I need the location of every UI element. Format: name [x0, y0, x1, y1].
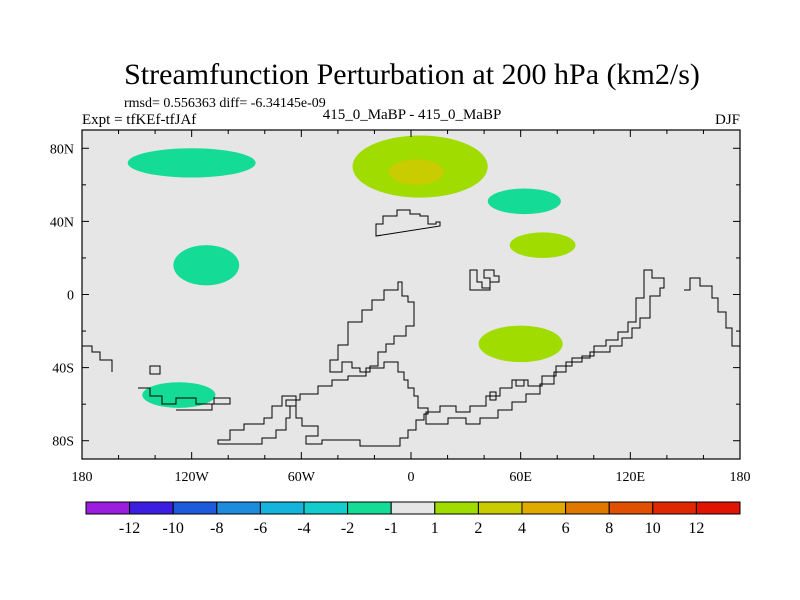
colorbar-label: 10 [645, 520, 661, 537]
colorbar-label: 12 [688, 520, 704, 537]
y-tick-label: 40N [50, 215, 74, 230]
x-tick-label: 60E [509, 470, 532, 485]
season-label: DJF [715, 112, 740, 128]
colorbar-label: -4 [297, 520, 310, 537]
coastline-west-edge [82, 345, 113, 372]
colorbar-label: -8 [210, 520, 223, 537]
contour-region-6 [389, 159, 444, 185]
coastline-maritime [425, 269, 665, 425]
experiment-label: Expt = tfKEf-tfJAf [82, 112, 196, 128]
y-tick-label: 0 [67, 289, 74, 304]
colorbar-swatch-2 [129, 501, 174, 515]
coastline-antarctica [217, 395, 297, 445]
coastlines [82, 209, 740, 447]
colorbar-label: -2 [341, 520, 354, 537]
colorbar-swatch-12 [565, 501, 610, 515]
y-tick-label: 80N [50, 142, 74, 157]
y-tick-label: 80S [52, 435, 74, 450]
contour-fills [127, 135, 576, 408]
colorbar-swatch-4 [216, 501, 261, 515]
x-tick-label: 120E [616, 470, 646, 485]
colorbar-swatch-5 [259, 501, 305, 515]
contour-region-1 [127, 148, 256, 178]
colorbar-label: 4 [518, 520, 526, 537]
contour-region-7 [509, 232, 576, 258]
colorbar-swatch-11 [521, 501, 567, 515]
x-tick-label: 180 [730, 470, 751, 485]
colorbar-swatch-10 [477, 501, 523, 515]
colorbar-label: 8 [605, 520, 613, 537]
coastline-south-america [285, 361, 429, 447]
colorbar-swatch-7 [347, 501, 392, 515]
y-tick-label: 40S [52, 362, 74, 377]
contour-region-4 [487, 188, 561, 215]
coastline-pacific-east [684, 277, 740, 347]
colorbar [85, 501, 741, 515]
x-tick-label: 120W [175, 470, 210, 485]
x-tick-label: 180 [72, 470, 93, 485]
chart-title: Streamfunction Perturbation at 200 hPa (… [124, 58, 700, 91]
colorbar-swatch-3 [172, 501, 218, 515]
coastline-asia [469, 269, 500, 291]
coastline-island-small [489, 379, 525, 401]
colorbar-label: -12 [119, 520, 140, 537]
colorbar-swatch-15 [695, 501, 741, 515]
case-label: 415_0_MaBP - 415_0_MaBP [323, 107, 502, 123]
colorbar-label: -6 [254, 520, 267, 537]
colorbar-swatch-8 [390, 501, 436, 515]
coastline-africa-europe [329, 281, 415, 373]
colorbar-label: 2 [474, 520, 482, 537]
stats-label: rmsd= 0.556363 diff= -6.34145e-09 [124, 96, 326, 111]
colorbar-label: -1 [385, 520, 398, 537]
colorbar-swatch-6 [303, 501, 349, 515]
colorbar-swatch-1 [85, 501, 131, 515]
contour-region-8 [478, 325, 563, 363]
contour-region-3 [142, 382, 216, 408]
axis-ticks [81, 130, 741, 459]
axis-tick-labels: 180 120W 60W 0 60E 120E 180 80N 40N 0 40S 80S [50, 142, 751, 485]
colorbar-swatch-9 [434, 501, 479, 515]
x-tick-label: 60W [288, 470, 316, 485]
colorbar-label: 6 [562, 520, 570, 537]
colorbar-label: -10 [163, 520, 184, 537]
colorbar-labels: -12 -10 -8 -6 -4 -2 -1 1 2 4 6 8 10 12 [119, 520, 704, 537]
x-tick-label: 0 [408, 470, 415, 485]
contour-region-2 [173, 245, 240, 286]
coastline-eurasia-north [375, 209, 441, 237]
colorbar-swatch-14 [652, 501, 697, 515]
coastline-islands-west [138, 365, 231, 411]
colorbar-label: 1 [431, 520, 439, 537]
colorbar-swatch-13 [608, 501, 654, 515]
